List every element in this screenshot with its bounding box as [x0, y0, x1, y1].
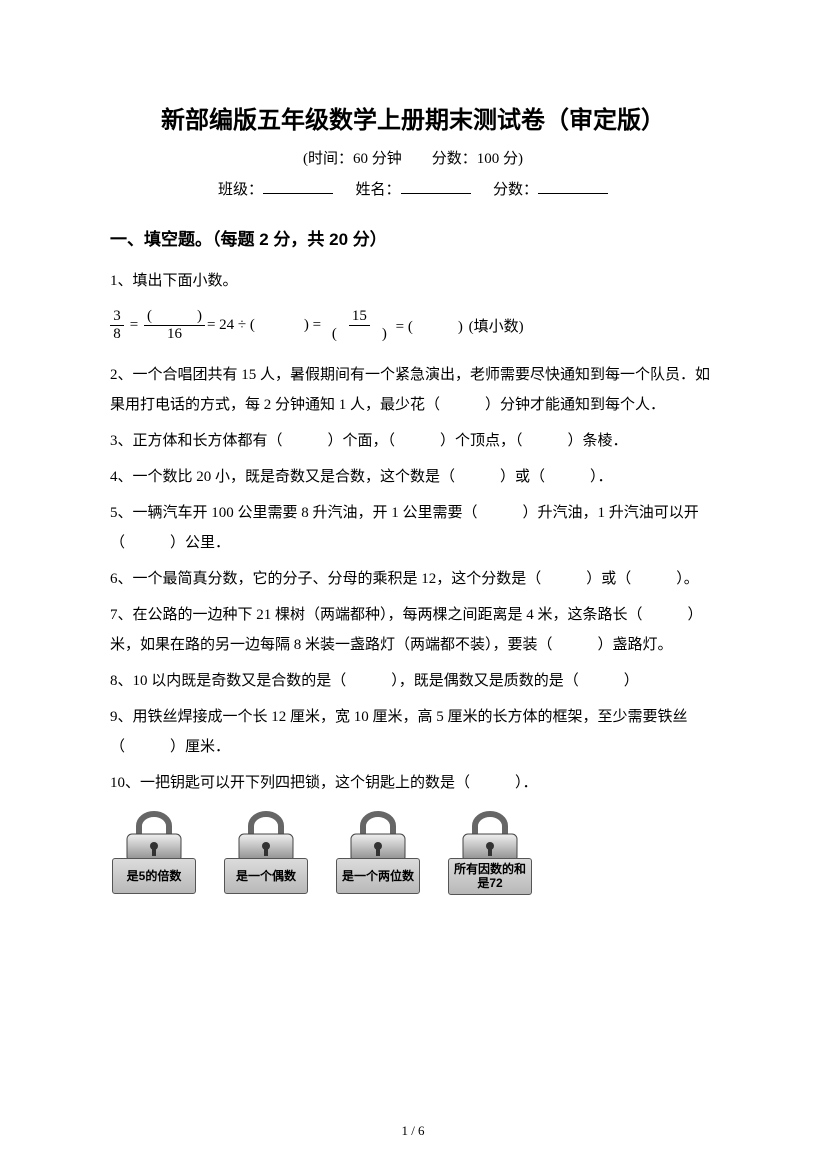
- q6: 6、一个最简真分数，它的分子、分母的乘积是 12，这个分数是（ ）或（ ）。: [110, 564, 716, 594]
- q1-intro: 1、填出下面小数。: [110, 266, 716, 296]
- frac-num-15: 15: [349, 308, 370, 326]
- score-label: 分数：: [493, 182, 538, 198]
- page-title: 新部编版五年级数学上册期末测试卷（审定版）: [110, 100, 716, 135]
- frac-den-16: 16: [164, 326, 185, 343]
- exam-meta: (时间：60 分钟 分数：100 分): [110, 147, 716, 168]
- q2: 2、一个合唱团共有 15 人，暑假期间有一个紧急演出，老师需要尽快通知到每一个队…: [110, 360, 716, 420]
- lock-4: 所有因数的和是72: [446, 810, 534, 895]
- frac-blank-den[interactable]: ( ): [329, 326, 390, 343]
- lock-1: 是5的倍数: [110, 810, 198, 895]
- frac-blank-16: ( ) 16: [144, 308, 205, 342]
- lock-3-label: 是一个两位数: [336, 858, 420, 894]
- lock-4-label: 所有因数的和是72: [448, 858, 532, 895]
- lock-2: 是一个偶数: [222, 810, 310, 895]
- name-label: 姓名：: [355, 182, 400, 198]
- q5: 5、一辆汽车开 100 公里需要 8 升汽油，开 1 公里需要（ ）升汽油，1 …: [110, 498, 716, 558]
- frac-3-8: 3 8: [110, 308, 124, 342]
- q4: 4、一个数比 20 小，既是奇数又是合数，这个数是（ ）或（ ）．: [110, 462, 716, 492]
- lock-icon: [455, 810, 525, 862]
- eq-24div: = 24 ÷ (: [207, 317, 255, 334]
- frac-15-blank: 15 ( ): [329, 308, 390, 342]
- class-blank[interactable]: [263, 178, 333, 194]
- lock-2-label: 是一个偶数: [224, 858, 308, 894]
- class-label: 班级：: [218, 182, 263, 198]
- lock-3: 是一个两位数: [334, 810, 422, 895]
- close-eq: ) =: [304, 317, 321, 334]
- section-1-header: 一、填空题。（每题 2 分，共 20 分）: [110, 225, 716, 250]
- q1-tail: (填小数): [469, 315, 524, 336]
- q3: 3、正方体和长方体都有（ ）个面，（ ）个顶点，（ ）条棱．: [110, 426, 716, 456]
- div-blank[interactable]: [257, 315, 302, 336]
- student-info-line: 班级： 姓名： 分数：: [110, 178, 716, 199]
- lock-icon: [343, 810, 413, 862]
- q10: 10、一把钥匙可以开下列四把锁，这个钥匙上的数是（ ）．: [110, 768, 716, 798]
- q1-formula: 3 8 = ( ) 16 = 24 ÷ ( ) = 15 ( ) = ( ) (…: [110, 308, 716, 342]
- frac-num: 3: [110, 308, 124, 326]
- name-blank[interactable]: [401, 178, 471, 194]
- q7: 7、在公路的一边种下 21 棵树（两端都种），每两棵之间距离是 4 米，这条路长…: [110, 600, 716, 660]
- lock-icon: [231, 810, 301, 862]
- lock-1-label: 是5的倍数: [112, 858, 196, 894]
- q8: 8、10 以内既是奇数又是合数的是（ ），既是偶数又是质数的是（ ）: [110, 666, 716, 696]
- locks-row: 是5的倍数 是一个偶数 是一个两位数 所有因数的和是72: [110, 810, 716, 895]
- score-blank[interactable]: [538, 178, 608, 194]
- frac-blank-num[interactable]: ( ): [144, 308, 205, 326]
- page-number: 1 / 6: [0, 1123, 826, 1139]
- lock-icon: [119, 810, 189, 862]
- q9: 9、用铁丝焊接成一个长 12 厘米，宽 10 厘米，高 5 厘米的长方体的框架，…: [110, 702, 716, 762]
- frac-den: 8: [110, 326, 124, 343]
